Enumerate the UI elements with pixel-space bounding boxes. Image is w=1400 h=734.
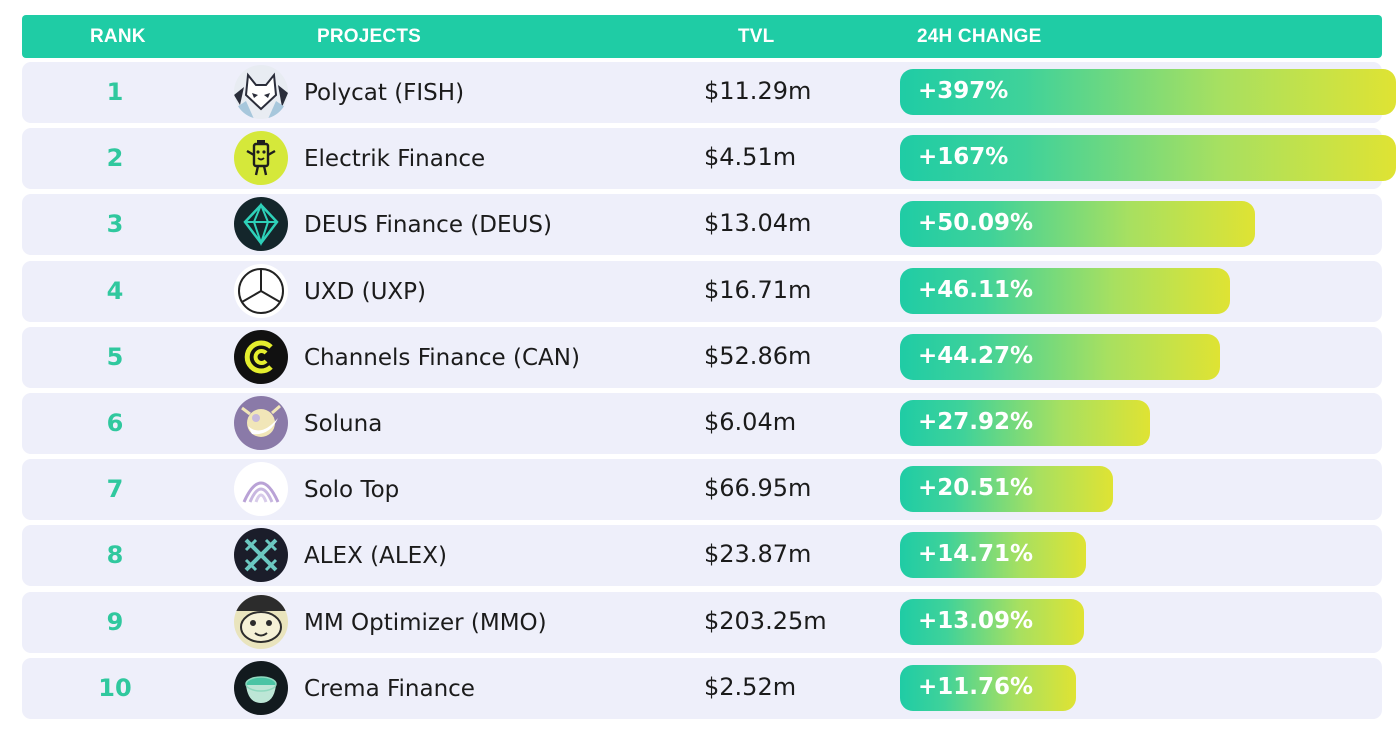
rank-cell: 3	[106, 210, 124, 239]
change-bar: +13.09%	[900, 598, 1084, 645]
change-label: +46.11%	[918, 276, 1034, 303]
project-name: ALEX (ALEX)	[304, 543, 447, 570]
tvl-value: $2.52m	[704, 672, 797, 701]
rank-column-header: RANK	[90, 26, 146, 47]
change-column-header: 24H CHANGE	[917, 26, 1042, 47]
project-name: Electrik Finance	[304, 146, 486, 173]
channels-logo-icon	[234, 329, 288, 384]
tvl-value: $13.04m	[704, 209, 812, 238]
rank-cell: 8	[106, 541, 124, 570]
change-label: +27.92%	[918, 409, 1034, 435]
table-row: 9 MM Optimizer (MMO) $203.25m +13.09%	[22, 591, 1382, 653]
change-bar: +167%	[900, 135, 1396, 182]
change-bar: +27.92%	[900, 400, 1150, 446]
change-bar: +46.11%	[900, 267, 1230, 314]
change-label: +13.09%	[918, 607, 1034, 634]
project-name: DEUS Finance (DEUS)	[304, 212, 552, 239]
table-row: 10 Crema Finance $2.52m +11.76%	[22, 657, 1382, 719]
uxd-logo-icon	[234, 263, 288, 318]
mmo-logo-icon	[234, 594, 288, 649]
rank-cell: 7	[106, 475, 124, 504]
soluna-logo-icon	[234, 396, 288, 450]
projects-column-header: PROJECTS	[317, 26, 422, 47]
change-label: +50.09%	[918, 210, 1034, 237]
project-name: Soluna	[304, 411, 383, 437]
change-bar: +14.71%	[900, 532, 1086, 579]
tvl-value: $52.86m	[704, 341, 812, 370]
change-bar: +20.51%	[900, 466, 1113, 513]
tvl-value: $6.04m	[704, 408, 797, 436]
table-header: RANK PROJECTS TVL 24H CHANGE	[22, 15, 1382, 58]
tvl-value: $4.51m	[704, 143, 797, 172]
table-row: 2 Electrik Finance $4.51m +167%	[22, 128, 1396, 190]
change-bar: +44.27%	[900, 333, 1220, 380]
table-row: 8 ALEX (ALEX) $23.87m +14.71%	[22, 525, 1382, 587]
tvl-value: $16.71m	[704, 275, 812, 304]
rank-cell: 4	[106, 276, 124, 305]
table-row: 1 Polycat (FISH) $11.29m +397%	[22, 62, 1396, 123]
project-name: Crema Finance	[304, 675, 475, 702]
change-bar: +50.09%	[900, 201, 1255, 248]
change-bar: +11.76%	[900, 664, 1076, 711]
project-name: UXD (UXP)	[304, 278, 427, 305]
rank-cell: 9	[106, 607, 124, 636]
table-row: 6 Soluna $6.04m +27.92%	[22, 393, 1382, 454]
solotop-logo-icon	[234, 462, 288, 517]
electrik-logo-icon	[234, 131, 288, 186]
table-row: 7 Solo Top $66.95m +20.51%	[22, 459, 1382, 521]
change-label: +20.51%	[918, 475, 1034, 502]
change-label: +11.76%	[918, 673, 1034, 700]
crema-logo-icon	[234, 660, 288, 715]
table-row: 5 Channels Finance (CAN) $52.86m +44.27%	[22, 326, 1382, 388]
change-label: +167%	[918, 144, 1009, 171]
deus-logo-icon	[234, 197, 288, 252]
rank-cell: 10	[98, 673, 132, 702]
tvl-column-header: TVL	[738, 26, 775, 47]
change-label: +397%	[918, 78, 1009, 104]
project-name: Polycat (FISH)	[304, 80, 465, 106]
change-bar: +397%	[900, 69, 1396, 115]
tvl-value: $11.29m	[704, 77, 812, 105]
rank-cell: 1	[106, 78, 124, 106]
alex-logo-icon	[234, 528, 288, 583]
table-row: 4 UXD (UXP) $16.71m +46.11%	[22, 260, 1382, 322]
polycat-logo-icon	[234, 65, 288, 119]
project-name: Solo Top	[304, 477, 400, 504]
rank-cell: 6	[106, 409, 124, 437]
table-row: 3 DEUS Finance (DEUS) $13.04m +50.09%	[22, 194, 1382, 256]
rank-cell: 2	[106, 144, 124, 173]
rank-cell: 5	[106, 342, 124, 371]
tvl-value: $66.95m	[704, 474, 812, 503]
project-name: MM Optimizer (MMO)	[304, 609, 547, 636]
project-name: Channels Finance (CAN)	[304, 344, 580, 371]
change-label: +44.27%	[918, 342, 1034, 369]
tvl-value: $23.87m	[704, 540, 812, 569]
tvl-value: $203.25m	[704, 606, 827, 635]
change-label: +14.71%	[918, 541, 1034, 568]
